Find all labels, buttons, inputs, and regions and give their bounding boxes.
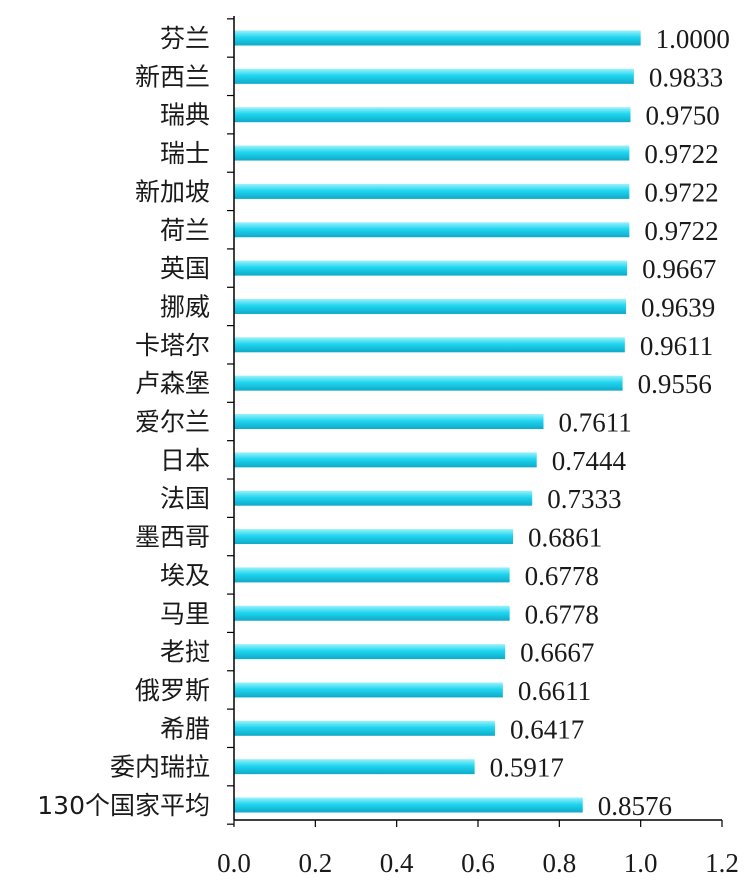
category-label: 英国 (160, 254, 210, 283)
x-tick-label: 0.0 (217, 848, 251, 878)
x-tick-label: 0.2 (298, 848, 332, 878)
value-label: 0.8576 (598, 791, 672, 821)
category-label: 挪威 (160, 292, 210, 321)
category-label: 墨西哥 (135, 523, 210, 552)
x-tick-label: 0.4 (380, 848, 414, 878)
value-label: 0.6611 (518, 676, 591, 706)
bar (234, 375, 623, 391)
value-label: 0.9722 (644, 139, 718, 169)
category-label: 瑞士 (160, 139, 210, 168)
bar (234, 30, 641, 46)
value-label: 0.7444 (552, 446, 627, 476)
bar (234, 605, 510, 621)
category-label: 130个国家平均 (37, 791, 210, 820)
category-label: 卢森堡 (135, 369, 210, 398)
value-label: 0.7611 (559, 408, 632, 438)
value-label: 0.9639 (641, 292, 715, 322)
value-label: 0.6417 (510, 714, 584, 744)
value-label: 0.9667 (642, 254, 716, 284)
bar (234, 145, 630, 161)
bar (234, 183, 630, 199)
bar (234, 222, 630, 238)
category-label: 卡塔尔 (135, 331, 210, 360)
bar (234, 107, 631, 123)
category-label: 希腊 (160, 714, 210, 743)
bar (234, 759, 475, 775)
value-label: 0.5917 (490, 753, 564, 783)
value-label: 0.9611 (640, 331, 713, 361)
value-label: 0.9750 (646, 101, 720, 131)
value-label: 0.9833 (649, 62, 723, 92)
value-label: 0.6778 (525, 599, 599, 629)
value-label: 0.9722 (644, 216, 718, 246)
category-label: 俄罗斯 (135, 676, 210, 705)
bar (234, 682, 503, 698)
bar (234, 567, 510, 583)
category-label: 法国 (160, 484, 210, 513)
x-tick-label: 1.0 (624, 848, 658, 878)
bar (234, 529, 514, 545)
labels-layer: 芬兰 1.0000 新西兰 0.9833 瑞典 0.9750 瑞士 0.9722 新加坡 0.97… (37, 24, 739, 878)
category-label: 荷兰 (160, 216, 210, 245)
bar (234, 644, 506, 660)
bar (234, 490, 533, 506)
category-label: 新加坡 (135, 177, 210, 206)
bars-layer (234, 30, 641, 813)
category-label: 新西兰 (135, 62, 210, 91)
bar (234, 452, 537, 468)
bar (234, 797, 583, 813)
category-label: 马里 (160, 599, 210, 628)
value-label: 0.6861 (528, 523, 602, 553)
bar (234, 68, 634, 84)
axis-layer (227, 16, 723, 827)
category-label: 瑞典 (160, 101, 210, 130)
bar (234, 414, 544, 429)
value-label: 0.9722 (644, 177, 718, 207)
category-label: 老挝 (160, 638, 210, 667)
bar (234, 720, 495, 736)
value-label: 0.7333 (547, 484, 621, 514)
value-label: 0.9556 (638, 369, 712, 399)
x-tick-label: 0.8 (542, 848, 576, 878)
category-label: 委内瑞拉 (110, 753, 210, 782)
value-label: 0.6778 (525, 561, 599, 591)
x-tick-label: 1.2 (705, 848, 739, 878)
category-label: 埃及 (160, 561, 210, 590)
value-label: 0.6667 (520, 638, 594, 668)
category-label: 芬兰 (160, 24, 210, 53)
x-tick-label: 0.6 (461, 848, 495, 878)
bar (234, 337, 625, 353)
bar (234, 298, 626, 314)
bar (234, 260, 628, 276)
category-label: 爱尔兰 (135, 408, 210, 437)
value-label: 1.0000 (656, 24, 730, 54)
category-label: 日本 (160, 446, 210, 475)
